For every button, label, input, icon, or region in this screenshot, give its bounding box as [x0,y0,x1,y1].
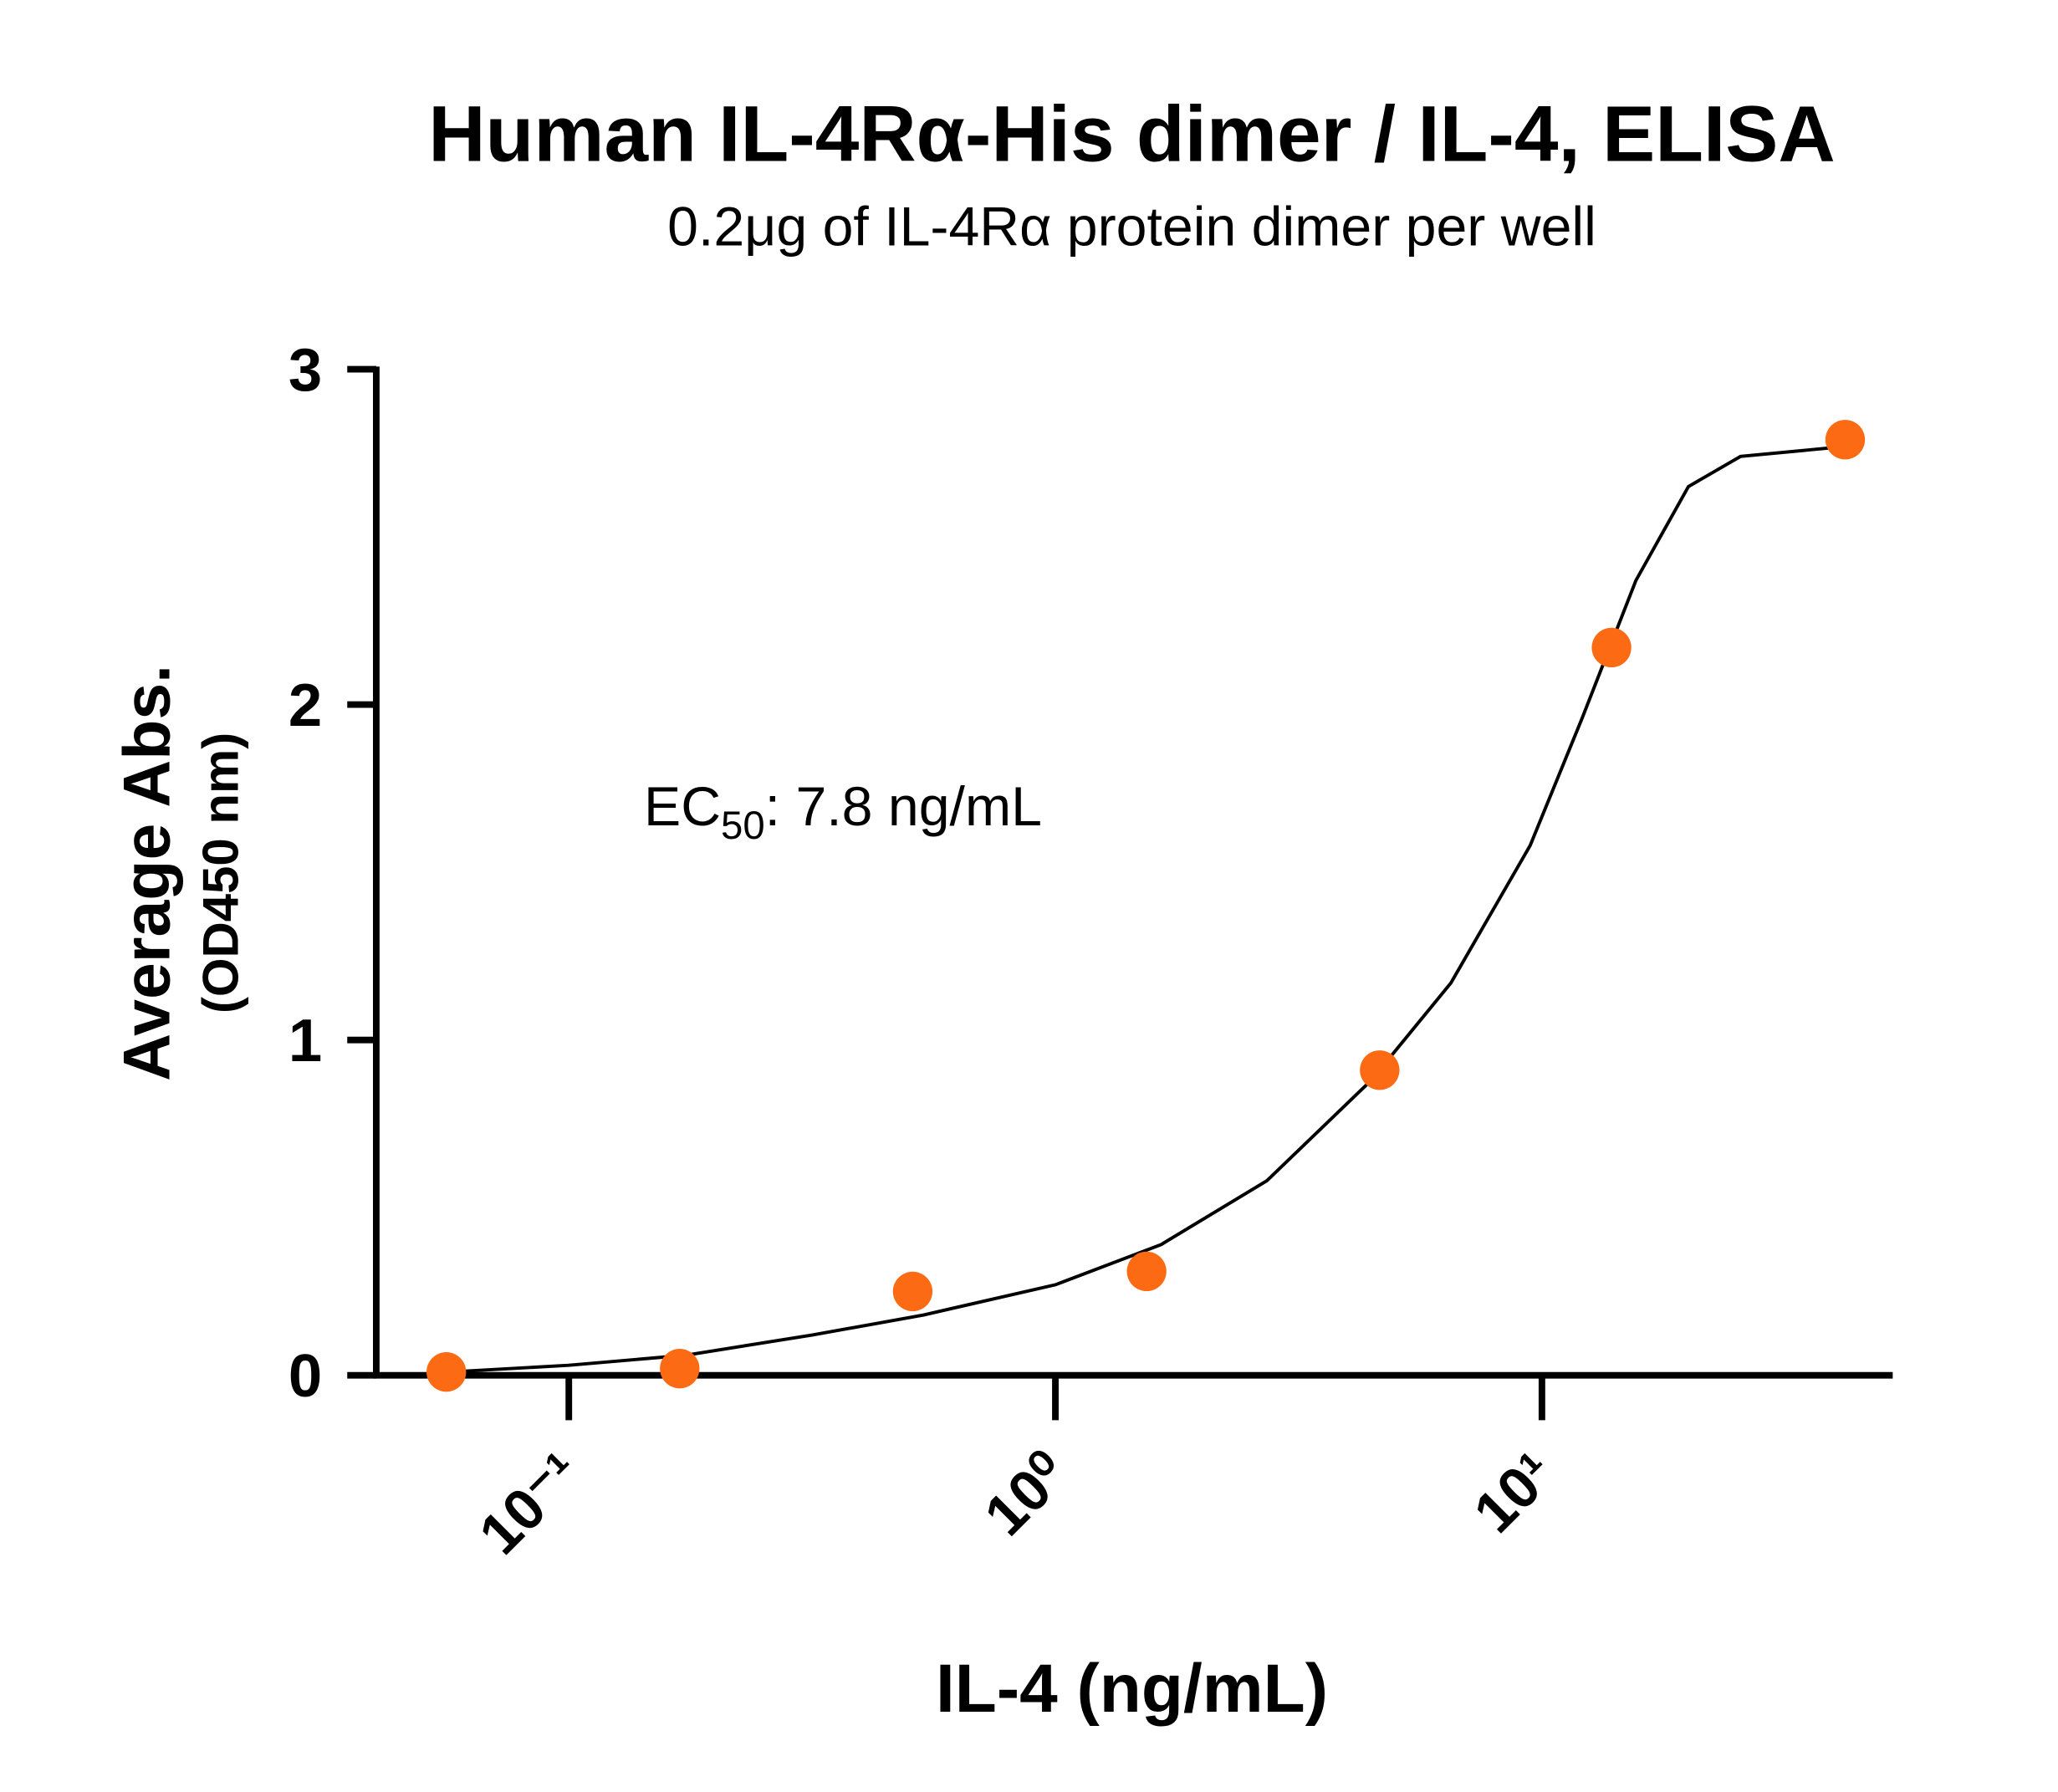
x-tick-label: 10⁻¹ [467,1440,594,1567]
y-axis-subtitle: (OD450 nm) [192,733,248,1013]
data-point [1126,1251,1167,1292]
chart-subtitle: 0.2μg of IL-4Rα protein dimer per well [667,196,1596,258]
data-point [426,1352,467,1392]
y-tick-label: 0 [289,1342,322,1410]
y-tick-label: 1 [289,1007,322,1075]
fit-curve [450,444,1847,1374]
y-tick-label: 3 [289,336,322,404]
annotation: EC50: 7.8 ng/mL [644,776,1042,848]
y-axis-title: Average Abs. [110,665,183,1081]
chart-title: Human IL-4Rα-His dimer / IL-4, ELISA [428,89,1836,178]
annotation-text: : 7.8 ng/mL [765,776,1042,838]
y-tick-label: 2 [289,671,322,739]
x-tick-label: 10⁰ [972,1440,1080,1548]
annotation-subscript: 50 [721,804,765,848]
data-point [660,1349,700,1389]
annotation-text: EC [644,776,721,838]
data-point [1591,627,1632,668]
x-tick-label: 10¹ [1461,1440,1566,1545]
data-point [892,1271,933,1312]
data-point [1360,1050,1400,1090]
x-axis-title: IL-4 (ng/mL) [936,1651,1328,1727]
data-point [1825,420,1866,460]
